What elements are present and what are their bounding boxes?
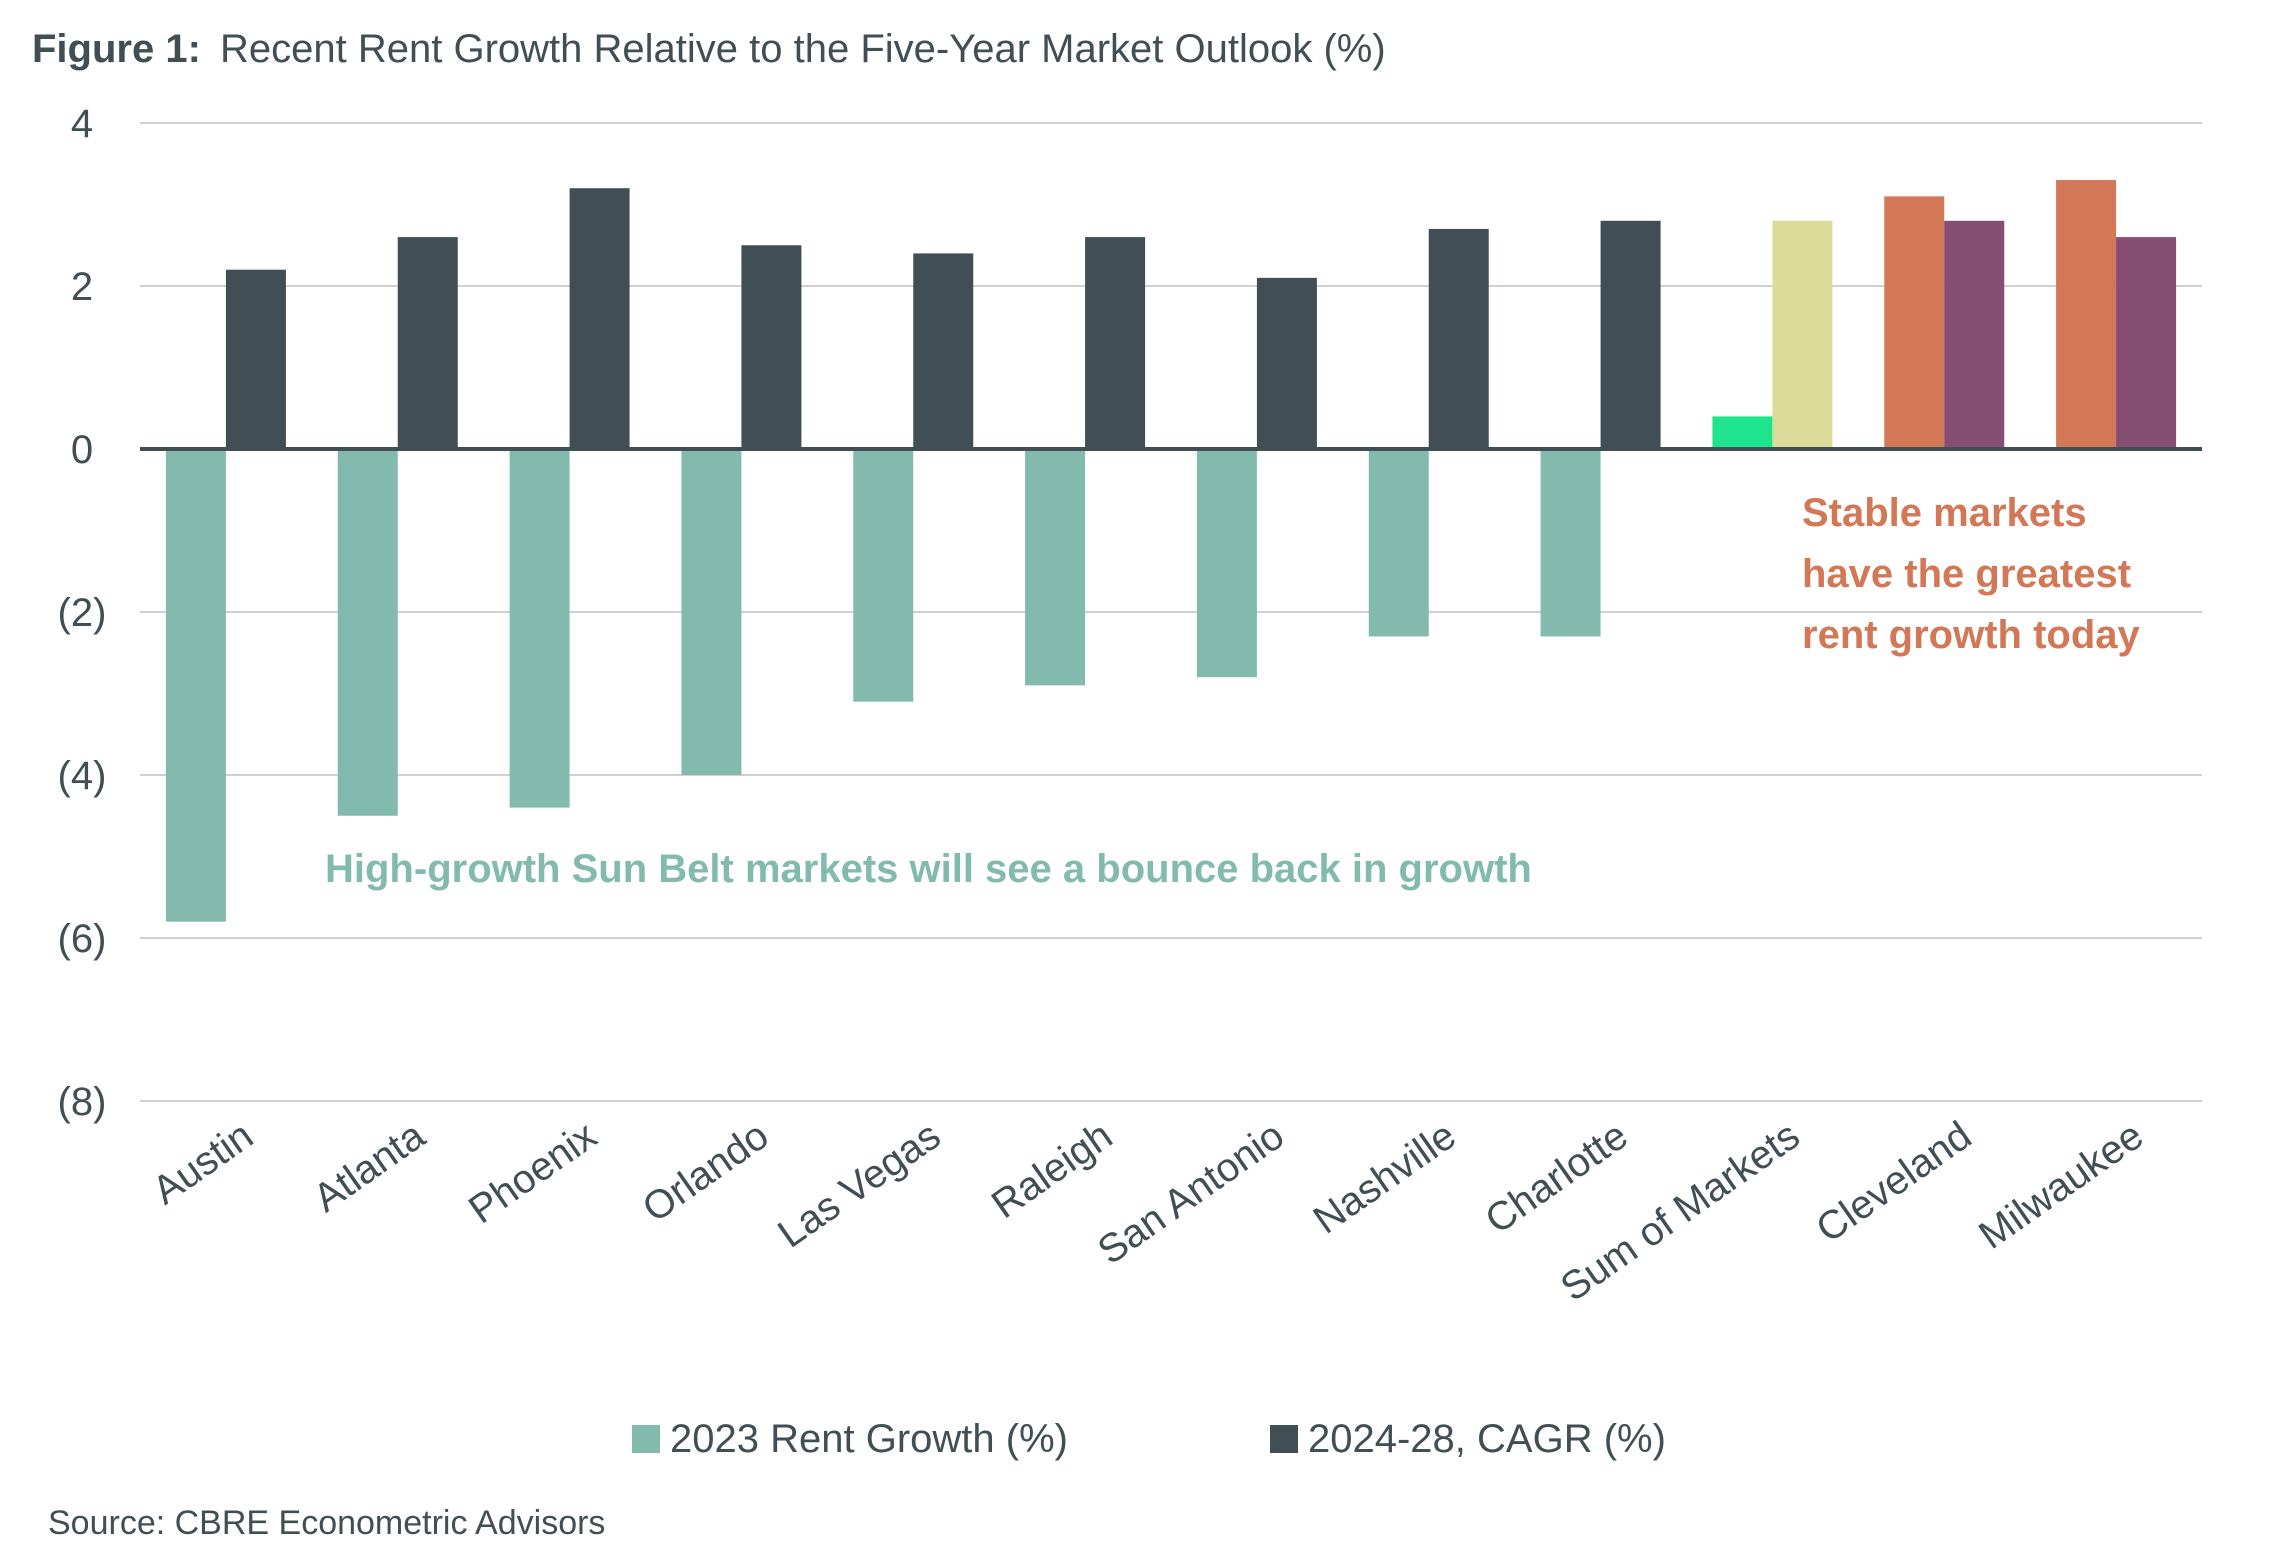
bar-2023-rent-growth [1540, 449, 1601, 637]
bar-2023-rent-growth [2056, 180, 2117, 450]
x-tick-label: San Antonio [1090, 1113, 1292, 1273]
x-tick-label: Cleveland [1808, 1113, 1979, 1251]
x-tick-label: Austin [145, 1113, 261, 1213]
bar-2023-rent-growth [165, 449, 226, 922]
y-tick-label: 4 [71, 102, 93, 146]
legend: 2023 Rent Growth (%) 2024-28, CAGR (%) [632, 1417, 1666, 1461]
x-tick-label: Atlanta [306, 1113, 434, 1221]
bar-2024-28-cagr [397, 237, 458, 449]
stable-annotation-line-2: have the greatest [1802, 552, 2131, 596]
x-tick-label: Raleigh [984, 1113, 1120, 1227]
legend-swatch-2023 [632, 1425, 660, 1453]
chart-title-text: Recent Rent Growth Relative to the Five-… [220, 27, 1386, 71]
bar-2024-28-cagr [2116, 237, 2177, 449]
bar-2023-rent-growth [509, 449, 570, 808]
chart-title: Figure 1: Recent Rent Growth Relative to… [32, 27, 1386, 71]
y-tick-label: 2 [71, 265, 93, 309]
legend-label-2023: 2023 Rent Growth (%) [670, 1417, 1068, 1461]
y-axis-ticks: 4 2 0 (2) (4) (6) (8) [58, 102, 107, 1124]
bar-2024-28-cagr [1772, 220, 1833, 449]
bars [165, 180, 2177, 922]
bar-2024-28-cagr [1428, 228, 1489, 449]
stable-annotation-line-1: Stable markets [1802, 491, 2087, 535]
stable-annotation-line-3: rent growth today [1802, 613, 2141, 657]
source-note: Source: CBRE Econometric Advisors [48, 1504, 605, 1542]
chart-title-label: Figure 1: [32, 27, 201, 71]
x-tick-label: Phoenix [461, 1113, 605, 1232]
bar-2023-rent-growth [1368, 449, 1429, 637]
bar-2024-28-cagr [1944, 220, 2005, 449]
x-tick-label: Milwaukee [1971, 1113, 2151, 1257]
stable-annotation: Stable markets have the greatest rent gr… [1802, 491, 2142, 657]
legend-swatch-cagr [1270, 1425, 1298, 1453]
sunbelt-annotation: High-growth Sun Belt markets will see a … [325, 847, 1532, 891]
bar-2023-rent-growth [1025, 449, 1086, 686]
bar-2023-rent-growth [681, 449, 742, 775]
gridlines [140, 122, 2202, 1102]
x-tick-label: Las Vegas [770, 1113, 948, 1256]
x-tick-label: Nashville [1306, 1113, 1464, 1242]
x-tick-label: Charlotte [1478, 1113, 1636, 1242]
bar-2023-rent-growth [853, 449, 914, 702]
y-tick-label: (8) [58, 1080, 107, 1124]
y-tick-label: (6) [58, 917, 107, 961]
bar-2023-rent-growth [1884, 196, 1945, 449]
y-tick-label: (4) [58, 754, 107, 798]
bar-2023-rent-growth [1196, 449, 1257, 678]
bar-2024-28-cagr [741, 245, 802, 449]
y-tick-label: 0 [71, 428, 93, 472]
x-tick-label: Orlando [635, 1113, 777, 1231]
bar-2023-rent-growth [1712, 416, 1773, 449]
bar-2024-28-cagr [1600, 220, 1661, 449]
bar-2023-rent-growth [337, 449, 398, 816]
bar-2024-28-cagr [1256, 277, 1317, 449]
bar-2024-28-cagr [913, 253, 974, 449]
bar-2024-28-cagr [1085, 237, 1146, 449]
y-tick-label: (2) [58, 591, 107, 635]
bar-2024-28-cagr [225, 269, 286, 449]
legend-label-cagr: 2024-28, CAGR (%) [1308, 1417, 1666, 1461]
bar-2024-28-cagr [569, 188, 630, 449]
